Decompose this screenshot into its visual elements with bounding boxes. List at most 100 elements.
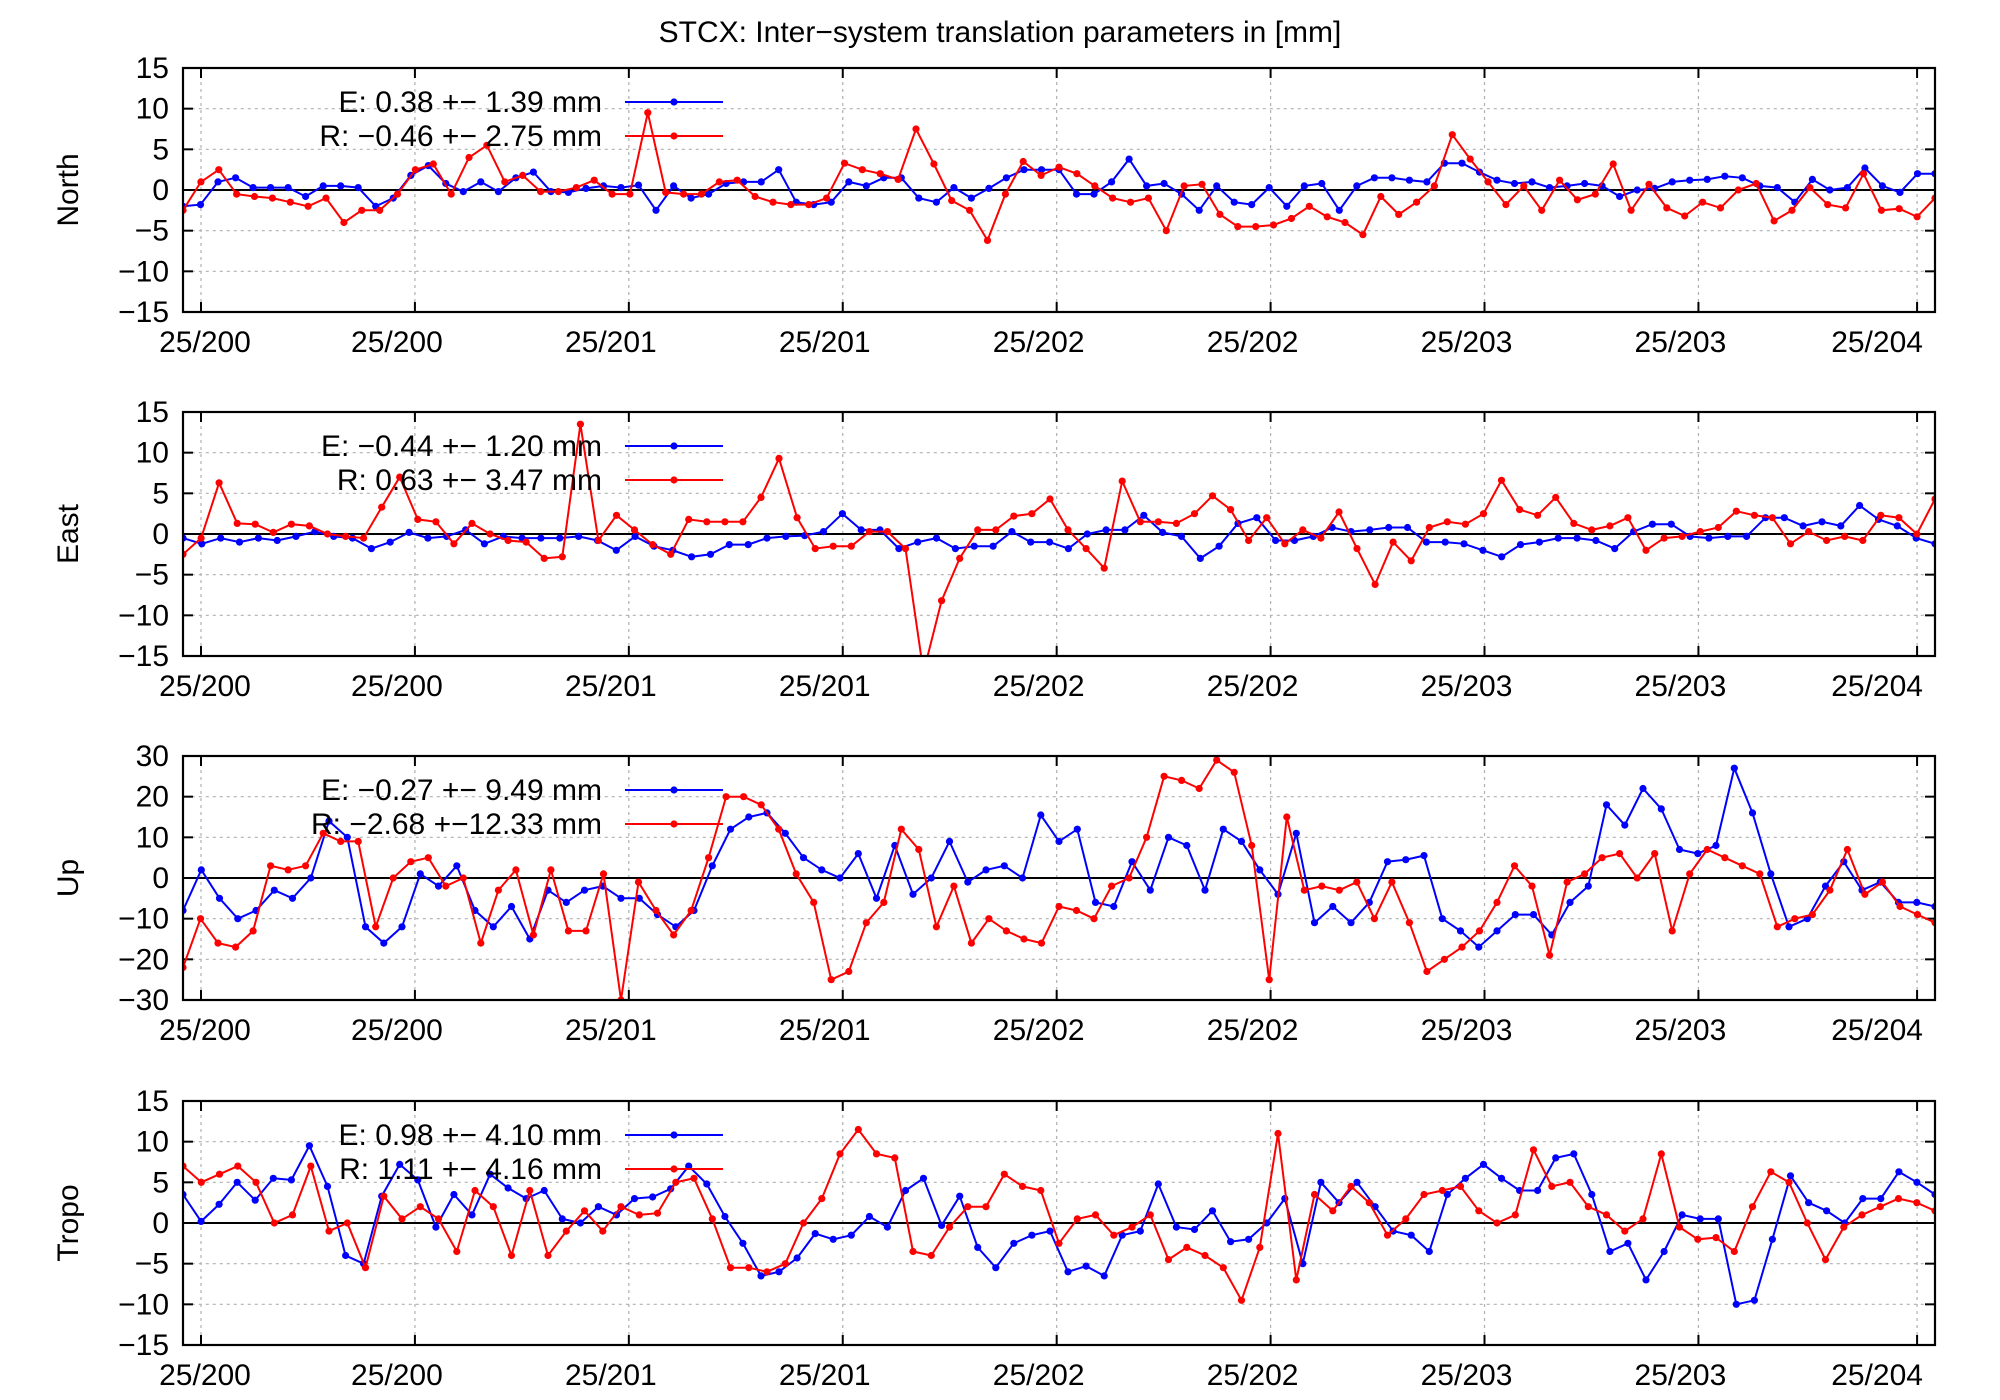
data-point (1109, 194, 1117, 202)
data-point (1388, 878, 1396, 886)
data-point (1407, 557, 1415, 565)
data-point (883, 528, 892, 536)
data-point (915, 845, 923, 854)
data-point (983, 236, 992, 244)
data-point (1403, 523, 1412, 532)
data-point (1803, 1219, 1811, 1227)
data-point (1237, 837, 1246, 846)
data-point (562, 898, 570, 907)
data-point (378, 503, 386, 511)
data-point (1458, 943, 1466, 951)
data-point (721, 518, 729, 526)
data-point (1178, 776, 1186, 785)
data-point (1516, 506, 1524, 514)
data-point (630, 526, 639, 534)
data-point (1493, 1219, 1501, 1227)
data-point (1840, 1223, 1848, 1231)
data-point (1466, 155, 1474, 163)
data-point (1164, 1256, 1173, 1264)
data-point (273, 536, 281, 545)
data-point (1208, 1207, 1217, 1215)
data-point (1841, 532, 1849, 541)
data-point (1037, 166, 1046, 174)
data-point (576, 420, 585, 428)
data-point (1300, 182, 1308, 190)
data-point (1405, 176, 1413, 184)
data-point (1821, 1256, 1830, 1264)
data-point (1678, 1211, 1686, 1219)
data-point (319, 182, 327, 190)
data-point (1002, 927, 1011, 935)
data-point (1752, 179, 1760, 188)
data-point (1554, 534, 1562, 542)
x-tick-label: 25/200 (351, 670, 443, 703)
data-point (932, 198, 941, 206)
data-point (1878, 878, 1886, 886)
data-point (914, 538, 922, 546)
data-point (1146, 886, 1154, 894)
y-tick-label: 15 (136, 1085, 169, 1118)
data-point (1423, 967, 1431, 976)
data-point (1633, 186, 1641, 194)
data-point (232, 943, 240, 951)
data-point (703, 1180, 711, 1188)
data-point (576, 1219, 585, 1227)
data-point (512, 866, 520, 874)
y-axis-label: Tropo (52, 1184, 85, 1261)
data-point (1642, 1276, 1650, 1284)
data-point (1027, 538, 1035, 546)
data-point (1768, 1235, 1776, 1243)
x-tick-label: 25/203 (1635, 670, 1727, 703)
y-tick-label: 30 (136, 740, 169, 773)
data-point (1694, 1235, 1702, 1243)
y-tick-label: −20 (118, 943, 169, 976)
data-point (1756, 870, 1764, 878)
data-point (1773, 923, 1781, 931)
data-point (858, 166, 866, 174)
data-point (1456, 1182, 1465, 1190)
data-point (1125, 155, 1133, 163)
data-point (966, 206, 974, 214)
legend-marker-E (670, 1131, 678, 1139)
data-point (1876, 1203, 1884, 1211)
data-point (453, 1247, 461, 1256)
x-tick-label: 25/204 (1831, 670, 1923, 703)
data-point (1667, 520, 1675, 528)
legend-marker-R (670, 132, 678, 140)
data-point (1055, 837, 1063, 846)
data-point (1750, 511, 1758, 519)
data-point (1657, 805, 1665, 813)
data-point (1780, 514, 1788, 522)
data-point (1842, 204, 1850, 212)
data-point (1213, 182, 1221, 190)
data-point (1365, 1199, 1373, 1207)
data-point (416, 870, 424, 878)
data-point (688, 553, 696, 561)
x-tick-label: 25/203 (1635, 1014, 1727, 1047)
y-tick-label: 10 (136, 1126, 169, 1159)
data-point (1317, 534, 1325, 542)
data-point (1160, 772, 1168, 780)
x-tick-label: 25/200 (159, 670, 251, 703)
data-point (1548, 1182, 1556, 1190)
data-point (1341, 218, 1349, 227)
data-point (854, 1125, 862, 1134)
data-point (1714, 1215, 1722, 1223)
data-point (1877, 1195, 1885, 1203)
y-tick-label: 15 (136, 52, 169, 85)
data-point (919, 1174, 928, 1182)
data-point (1389, 538, 1397, 546)
data-point (1010, 512, 1018, 520)
data-point (1219, 1264, 1227, 1272)
data-point (836, 1150, 844, 1158)
data-point (196, 915, 205, 923)
data-point (739, 518, 747, 526)
data-point (1213, 756, 1221, 764)
data-point (286, 198, 294, 206)
data-point (974, 1243, 982, 1251)
data-point (703, 518, 711, 526)
data-point (1896, 188, 1904, 196)
data-point (1528, 882, 1536, 890)
data-point (554, 188, 563, 196)
